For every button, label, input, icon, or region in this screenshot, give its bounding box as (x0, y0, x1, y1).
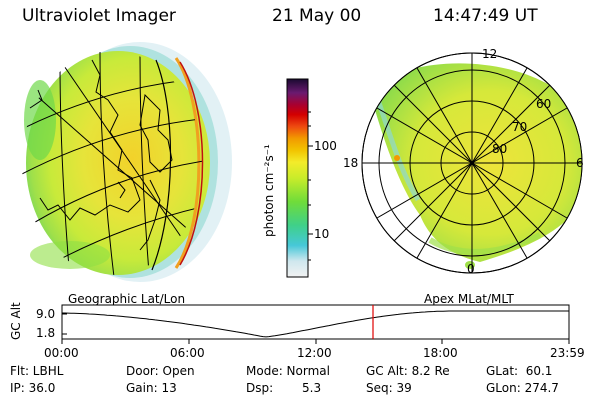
intensity-colorbar (286, 78, 313, 278)
gc-altitude: GC Alt: 8.2 Re (366, 364, 450, 378)
timeline-ylabel: GC Alt (9, 302, 23, 340)
right-panel-caption: Apex MLat/MLT (424, 292, 514, 306)
ip-value: IP: 36.0 (10, 381, 56, 395)
sequence-number: Seq: 39 (366, 381, 412, 395)
mlat-label-60: 60 (536, 97, 552, 111)
dsp-label: Dsp: (246, 381, 274, 395)
instrument-title: Ultraviolet Imager (22, 6, 176, 26)
mlat-label-70: 70 (512, 120, 528, 134)
earth-globe-image (22, 42, 232, 282)
timeline-panel (61, 304, 570, 344)
geographic-longitude: GLon: 274.7 (486, 381, 559, 395)
timeline-xtick-0600: 06:00 (170, 346, 205, 360)
timeline-xtick-1800: 18:00 (423, 346, 458, 360)
timeline-ytick-low: 1.8 (36, 326, 56, 340)
timeline-xtick-1200: 12:00 (297, 346, 332, 360)
mlt-label-12: 12 (482, 47, 498, 61)
colorbar-unit-label: photon cm⁻²s⁻¹ (262, 144, 276, 237)
dsp-value: 5.3 (302, 381, 322, 395)
geographic-latitude: GLat: 60.1 (486, 364, 553, 378)
door-status: Door: Open (126, 364, 195, 378)
gain-value: Gain: 13 (126, 381, 177, 395)
mlt-label-18: 18 (343, 156, 359, 170)
filter-value: Flt: LBHL (10, 364, 64, 378)
observation-time: 14:47:49 UT (433, 6, 538, 26)
mlt-label-0: 0 (467, 262, 475, 276)
timeline-xtick-0000: 00:00 (44, 346, 79, 360)
left-panel-caption: Geographic Lat/Lon (68, 292, 186, 306)
altitude-curve (62, 310, 569, 338)
timeline-xtick-2359: 23:59 (550, 346, 585, 360)
timeline-ytick-high: 9.0 (36, 307, 56, 321)
mlt-label-6: 6 (576, 156, 584, 170)
observation-date: 21 May 00 (272, 6, 362, 26)
mlat-label-80: 80 (492, 142, 508, 156)
colorbar-tick-10: 10 (314, 227, 330, 241)
mode-value: Mode: Normal (246, 364, 330, 378)
polar-mlat-mlt-plot (361, 52, 583, 274)
colorbar-tick-100: 100 (314, 139, 337, 153)
